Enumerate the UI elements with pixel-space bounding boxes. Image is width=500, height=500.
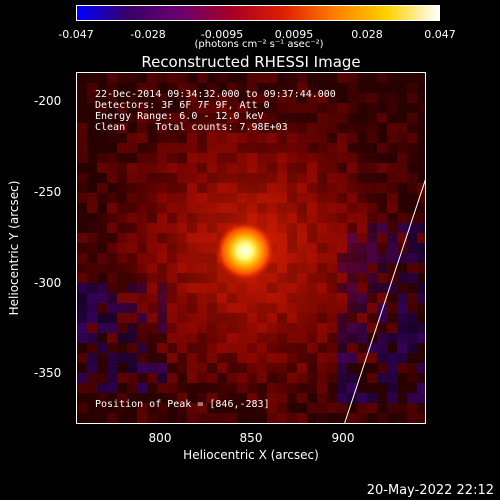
image-pixel [227,423,237,424]
image-pixel [127,423,137,424]
image-pixel [277,423,287,424]
image-pixel [337,423,347,424]
x-tick: 900 [331,431,355,445]
image-pixel [397,423,407,424]
image-pixel [387,423,397,424]
image-pixel [407,423,417,424]
image-pixel [167,423,177,424]
plot-title: Reconstructed RHESSI Image [141,53,361,71]
colorbar-tick: 0.028 [351,28,383,41]
image-pixel [157,423,167,424]
image-pixel [327,423,337,424]
colorbar-tick: 0.047 [424,28,456,41]
x-tick: 850 [239,431,263,445]
y-tick: -350 [34,366,62,380]
image-pixel [317,423,327,424]
image-pixel [187,423,197,424]
colorbar [76,5,440,21]
colorbar-tick: -0.028 [130,28,166,41]
clean-counts: Clean Total counts: 7.98E+03 [95,122,288,133]
peak-source [215,221,275,281]
energy-range: Energy Range: 6.0 - 12.0 keV [95,111,264,122]
image-pixel [287,423,297,424]
image-pixel [217,423,227,424]
image-pixel [367,423,377,424]
image-pixel [117,423,127,424]
y-tick: -300 [34,276,62,290]
image-pixel [357,423,367,424]
colorbar-unit-label: (photons cm⁻² s⁻¹ asec⁻²) [194,39,324,50]
image-pixel [347,423,357,424]
colorbar-tick: 0.0095 [274,28,314,41]
solar-limb-line [344,179,425,423]
image-pixel [307,423,317,424]
image-pixel [297,423,307,424]
image-pixel [237,423,247,424]
rhessi-image: 22-Dec-2014 09:34:32.000 to 09:37:44.000… [76,72,426,424]
image-canvas [77,73,426,424]
image-pixel [77,423,87,424]
image-pixel [267,423,277,424]
image-pixel [177,423,187,424]
y-tick: -250 [34,185,62,199]
image-pixel [197,423,207,424]
image-pixel [247,423,257,424]
time-range: 22-Dec-2014 09:34:32.000 to 09:37:44.000 [95,89,336,100]
image-pixel [377,423,387,424]
image-pixel [207,423,217,424]
x-axis-label: Heliocentric X (arcsec) [183,448,319,462]
colorbar-tick: -0.047 [58,28,94,41]
image-pixel [107,423,117,424]
image-pixel [97,423,107,424]
peak-position: Position of Peak = [846,-283] [95,399,270,410]
image-pixel [87,423,97,424]
y-axis-label: Heliocentric Y (arcsec) [7,180,21,316]
detectors: Detectors: 3F 6F 7F 9F, Att 0 [95,100,270,111]
image-pixel [137,423,147,424]
datestamp: 20-May-2022 22:12 [366,483,494,498]
image-pixel [417,423,426,424]
y-tick: -200 [34,94,62,108]
image-pixel [147,423,157,424]
colorbar-tick: -0.0095 [200,28,244,41]
image-pixel [257,423,267,424]
x-tick: 800 [148,431,172,445]
